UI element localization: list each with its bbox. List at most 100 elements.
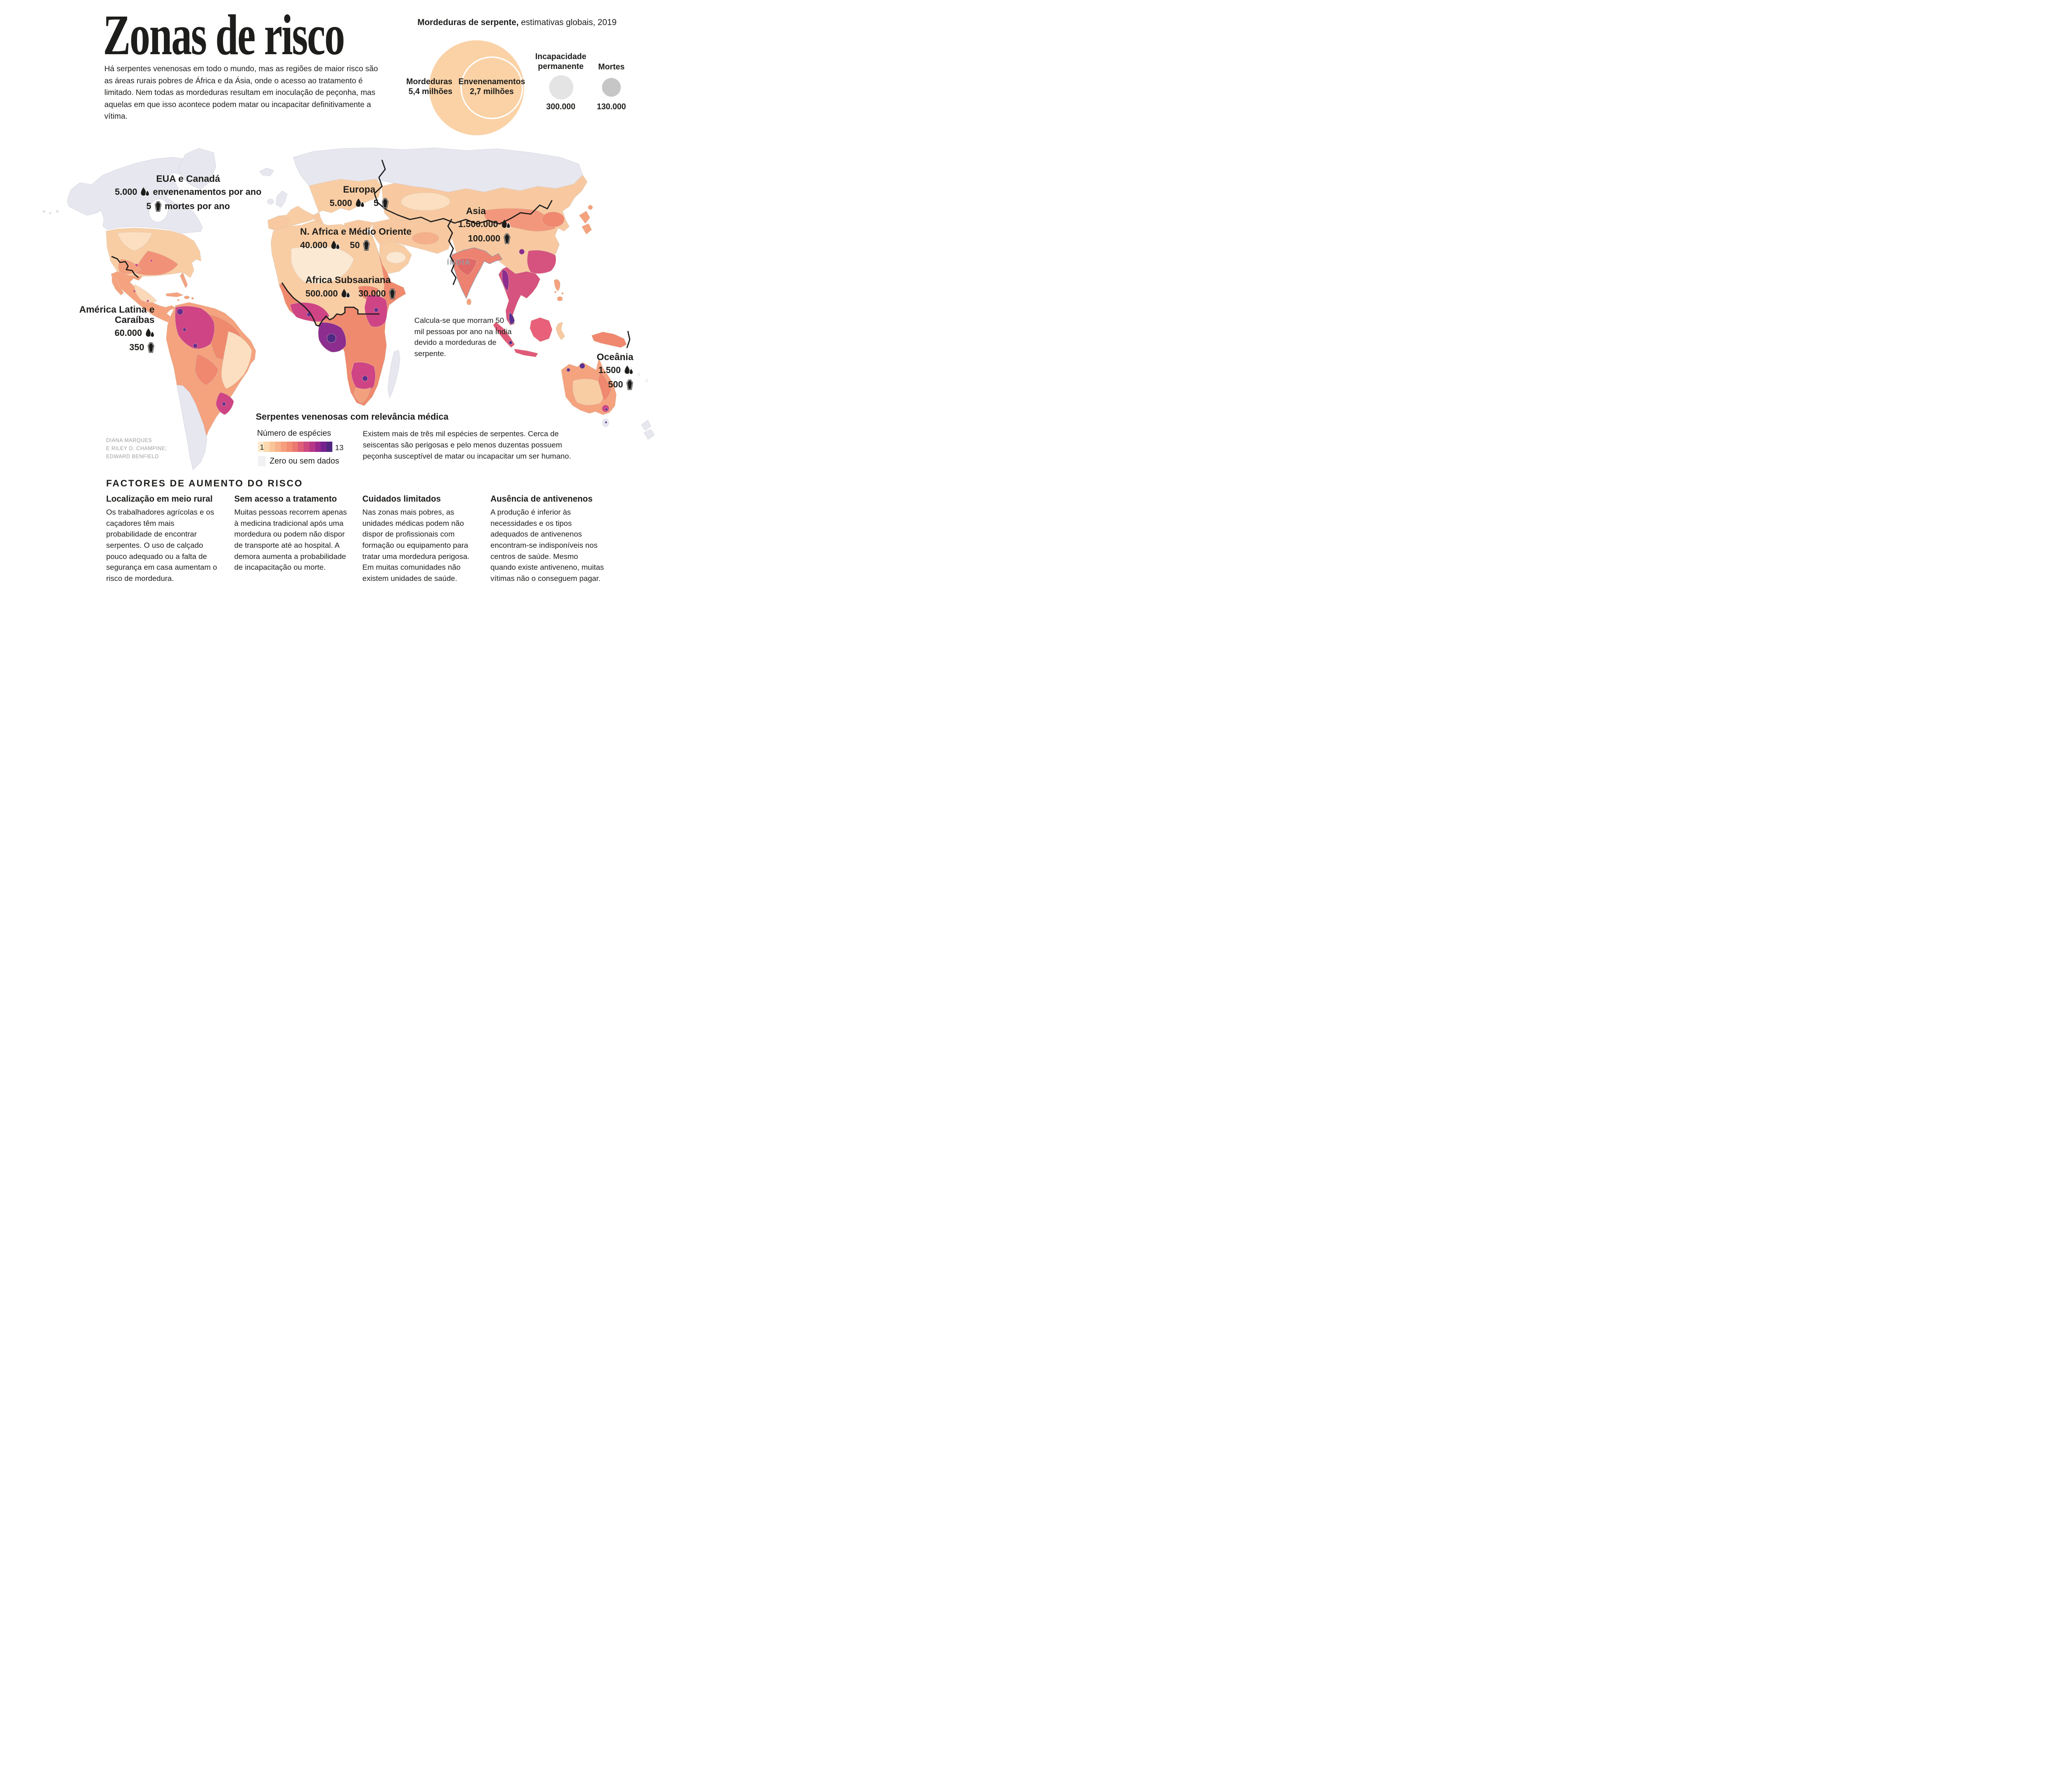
hispaniola xyxy=(184,296,190,299)
landmass-patagonia xyxy=(176,385,207,470)
bubble-chart-title-rest: estimativas globais, 2019 xyxy=(518,18,617,27)
venom-drop-icon xyxy=(355,198,365,209)
scale-swatch xyxy=(321,442,327,452)
region-name: América Latina e Caraíbas xyxy=(79,305,155,326)
india-country-label: ÍNDIA xyxy=(447,259,471,266)
venom-drop-icon xyxy=(624,365,633,376)
scale-swatch xyxy=(292,442,298,452)
landmass-uk xyxy=(275,190,288,208)
region-name: Asia xyxy=(466,206,486,216)
no-data-entry: Zero ou sem dados xyxy=(258,456,339,466)
scale-swatch xyxy=(281,442,287,452)
border-middle-east-asia xyxy=(447,219,457,285)
india-annotation: Calcula-se que morram 50 mil pessoas por… xyxy=(414,316,512,358)
intro-paragraph: Há serpentes venenosas em todo o mundo, … xyxy=(104,64,378,121)
no-data-swatch xyxy=(258,456,266,466)
region-label-eua-canada: EUA e Canadá 5.000 envenenamentos por an… xyxy=(112,174,264,212)
envenomings-label: Envenenamentos 2,7 milhões xyxy=(456,77,528,97)
factor-title: Ausência de antivenenos xyxy=(490,494,593,504)
region-label-n-africa-medio-oriente: N. Africa e Médio Oriente 40.000 50 xyxy=(300,227,421,251)
credits: DIANA MARQUES E RILEY D. CHAMPINE; EDWAR… xyxy=(106,438,167,460)
region-label-africa-subsaariana: Africa Subsaariana 500.000 30.000 xyxy=(305,275,431,300)
landmass-madagascar xyxy=(387,350,400,399)
region-label-america-latina-caraibas: América Latina e Caraíbas 60.000 350 xyxy=(78,305,155,353)
region-name: Africa Subsaariana xyxy=(305,275,391,285)
venom-drop-icon xyxy=(331,240,340,251)
coffin-icon xyxy=(389,288,396,300)
envenomings-count: 1.500.000 xyxy=(458,219,498,230)
deaths-count: 350 xyxy=(129,342,144,352)
landmass-sri-lanka xyxy=(466,298,472,305)
factor-column-rural: Localização em meio rural Os trabalhador… xyxy=(106,494,220,584)
venom-drop-icon xyxy=(140,187,150,198)
envenomings-count: 60.000 xyxy=(114,328,142,339)
envenomings-suffix: envenenamentos por ano xyxy=(153,187,262,198)
factors-heading: FACTORES DE AUMENTO DO RISCO xyxy=(106,478,303,489)
species-color-scale xyxy=(258,442,332,452)
legend-description: Existem mais de três mil espécies de ser… xyxy=(363,430,571,460)
no-data-label: Zero ou sem dados xyxy=(270,456,340,465)
landmass-philippines xyxy=(554,279,560,292)
border-sahara xyxy=(281,282,380,327)
deaths-count: 5 xyxy=(373,198,379,208)
scale-swatch xyxy=(327,442,332,452)
coffin-icon xyxy=(155,201,162,212)
factor-body: A produção é inferior às necessidades e … xyxy=(490,508,604,583)
venom-drop-icon xyxy=(145,328,155,339)
factor-body: Os trabalhadores agrícolas e os caçadore… xyxy=(106,508,217,583)
factor-title: Sem acesso a tratamento xyxy=(234,494,337,504)
factor-column-cuidados: Cuidados limitados Nas zonas mais pobres… xyxy=(362,494,476,584)
region-label-oceania: Oceânia 1.500 500 xyxy=(579,352,633,391)
landmass-iberia xyxy=(267,215,289,232)
envenomings-count: 1.500 xyxy=(598,365,621,376)
scale-max: 13 xyxy=(335,443,344,452)
legend-title: Serpentes venenosas com relevância médic… xyxy=(256,412,449,422)
disability-value: 300.000 xyxy=(546,102,576,111)
page-title: Zonas de risco xyxy=(103,3,345,67)
disability-circle xyxy=(549,75,573,99)
venom-drop-icon xyxy=(501,219,511,230)
baja-california xyxy=(112,275,124,296)
border-us-mexico xyxy=(111,256,139,278)
region-label-asia: Asia 1.500.000 100.000 xyxy=(441,206,511,245)
region-name: N. Africa e Médio Oriente xyxy=(300,227,412,237)
border-europe-asia xyxy=(374,159,553,225)
factor-title: Localização em meio rural xyxy=(106,494,213,504)
deaths-suffix: mortes por ano xyxy=(164,201,230,211)
cuba xyxy=(165,292,184,297)
factor-title: Cuidados limitados xyxy=(362,494,441,504)
coffin-icon xyxy=(382,198,389,209)
scale-swatch xyxy=(298,442,304,452)
bites-label: Mordeduras 5,4 milhões xyxy=(389,77,452,97)
scale-swatch xyxy=(269,442,275,452)
coffin-icon xyxy=(503,233,511,245)
region-label-europa: Europa 5.000 5 xyxy=(326,185,393,209)
envenomings-count: 5.000 xyxy=(115,187,138,198)
envenomings-value: 2,7 milhões xyxy=(469,86,514,96)
scale-min: 1 xyxy=(260,443,264,451)
scale-swatch xyxy=(315,442,321,452)
landmass-turkey xyxy=(344,219,374,232)
scale-swatch xyxy=(304,442,310,452)
landmass-ireland xyxy=(267,198,274,205)
scale-swatch xyxy=(263,442,270,452)
bites-value: 5,4 milhões xyxy=(408,86,452,96)
envenomings-count: 5.000 xyxy=(329,198,352,208)
landmass-india xyxy=(451,247,503,299)
coffin-icon xyxy=(147,342,155,353)
region-name: Oceânia xyxy=(597,352,633,362)
scale-swatch xyxy=(258,442,264,452)
envenomings-count: 500.000 xyxy=(305,288,338,299)
coffin-icon xyxy=(626,379,633,391)
landmass-canada-alaska xyxy=(67,157,203,234)
deaths-count: 50 xyxy=(350,240,360,250)
bubble-chart-title-bold: Mordeduras de serpente, xyxy=(417,18,519,27)
landmass-sumatra xyxy=(493,322,515,348)
factor-column-tratamento: Sem acesso a tratamento Muitas pessoas r… xyxy=(234,494,348,573)
landmass-europe xyxy=(267,179,382,232)
scale-swatch xyxy=(309,442,315,452)
deaths-label: Mortes xyxy=(598,62,625,71)
border-asia-oceania xyxy=(626,331,631,348)
world-map xyxy=(43,147,655,470)
landmass-new-zealand xyxy=(641,420,651,431)
